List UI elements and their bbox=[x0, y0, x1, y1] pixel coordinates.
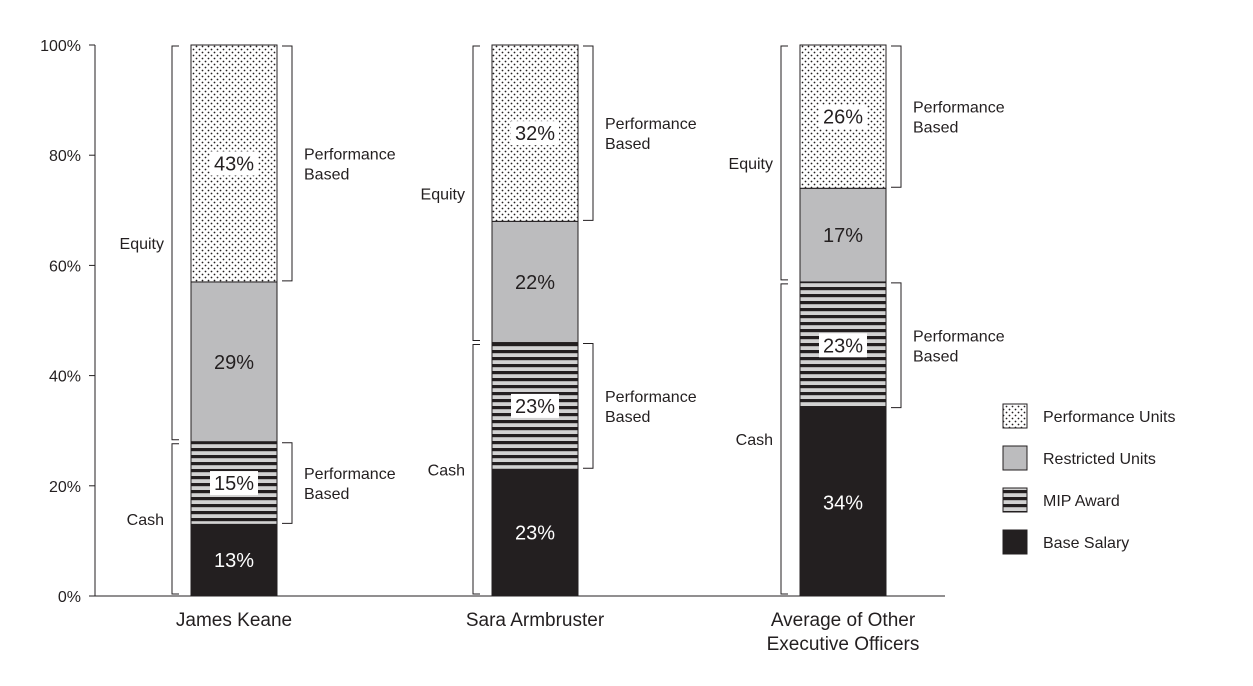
performance-based-label-line: Based bbox=[304, 486, 349, 503]
category-label-line: Average of Other bbox=[771, 610, 916, 631]
cash-label: Cash bbox=[428, 462, 465, 479]
data-label: 23% bbox=[515, 523, 555, 545]
cash-label: Cash bbox=[127, 512, 164, 529]
y-tick-label: 20% bbox=[49, 479, 81, 496]
data-label: 17% bbox=[823, 225, 863, 247]
cash-label: Cash bbox=[736, 432, 773, 449]
legend-label: Base Salary bbox=[1043, 535, 1129, 552]
cash-bracket bbox=[171, 443, 179, 595]
data-label-background bbox=[819, 223, 867, 248]
legend-label: Performance Units bbox=[1043, 409, 1176, 426]
data-label-background bbox=[210, 471, 258, 496]
performance-based-label-line: Based bbox=[605, 136, 650, 153]
data-label: 34% bbox=[823, 492, 863, 514]
equity-label: Equity bbox=[729, 156, 773, 173]
y-tick-label: 100% bbox=[40, 38, 81, 55]
data-label-background bbox=[511, 121, 559, 146]
data-label-background bbox=[511, 393, 559, 418]
cash-bracket bbox=[780, 283, 788, 595]
performance-based-label-line: Performance bbox=[605, 389, 697, 406]
equity-bracket bbox=[171, 45, 179, 441]
data-label-background bbox=[819, 333, 867, 358]
equity-label: Equity bbox=[421, 186, 465, 203]
data-label-background bbox=[819, 104, 867, 129]
legend-label: MIP Award bbox=[1043, 493, 1120, 510]
y-tick-label: 0% bbox=[58, 589, 81, 606]
legend-swatch-performance-units bbox=[1002, 403, 1028, 429]
category-label: Sara Armbruster bbox=[466, 610, 605, 631]
performance-based-label-line: Performance bbox=[304, 466, 396, 483]
legend-swatch-mip-award bbox=[1002, 487, 1028, 513]
category-labels: James Keane Sara Armbruster Average of Oth… bbox=[176, 610, 919, 655]
performance-based-bracket bbox=[891, 45, 902, 188]
performance-based-bracket bbox=[583, 343, 594, 469]
category-label-line: Executive Officers bbox=[767, 634, 920, 655]
cash-bracket bbox=[472, 344, 480, 595]
data-label: 15% bbox=[214, 473, 254, 495]
performance-based-label: Performance Based bbox=[913, 328, 1005, 365]
performance-based-label: Performance Based bbox=[304, 466, 396, 503]
legend-swatch-base-salary bbox=[1002, 529, 1028, 555]
data-label: 32% bbox=[515, 123, 555, 145]
performance-based-label: Performance Based bbox=[605, 116, 697, 153]
performance-based-label-line: Based bbox=[304, 166, 349, 183]
performance-based-label: Performance Based bbox=[913, 100, 1005, 137]
performance-based-label-line: Based bbox=[913, 120, 958, 137]
category-label: Average of Other Executive Officers bbox=[767, 610, 920, 655]
y-tick-label: 60% bbox=[49, 258, 81, 275]
category-label-line: Sara Armbruster bbox=[466, 610, 605, 631]
performance-based-bracket bbox=[583, 45, 594, 221]
legend-swatch-restricted-units bbox=[1002, 445, 1028, 471]
performance-based-label: Performance Based bbox=[605, 389, 697, 426]
performance-based-label-line: Based bbox=[913, 348, 958, 365]
data-label-background bbox=[511, 269, 559, 294]
data-label: 23% bbox=[823, 335, 863, 357]
data-label: 13% bbox=[214, 550, 254, 572]
category-label: James Keane bbox=[176, 610, 292, 631]
performance-based-label-line: Performance bbox=[913, 100, 1005, 117]
performance-based-bracket bbox=[891, 282, 902, 409]
data-label: 23% bbox=[515, 396, 555, 418]
data-label: 22% bbox=[515, 272, 555, 294]
data-label: 29% bbox=[214, 352, 254, 374]
performance-based-bracket bbox=[282, 45, 293, 282]
performance-based-label: Performance Based bbox=[304, 146, 396, 183]
data-label-background bbox=[210, 349, 258, 374]
legend: Performance Units Restricted Units MIP Awa… bbox=[1002, 403, 1176, 555]
data-label: 26% bbox=[823, 107, 863, 129]
performance-based-bracket bbox=[282, 442, 293, 524]
y-tick-label: 80% bbox=[49, 148, 81, 165]
performance-based-label-line: Performance bbox=[605, 116, 697, 133]
y-tick-label: 40% bbox=[49, 369, 81, 386]
performance-based-label-line: Based bbox=[605, 409, 650, 426]
data-label: 43% bbox=[214, 153, 254, 175]
category-label-line: James Keane bbox=[176, 610, 292, 631]
performance-based-label-line: Performance bbox=[913, 328, 1005, 345]
group-brackets: Cash Equity Performance Based Performance Bas… bbox=[120, 45, 1005, 595]
equity-bracket bbox=[472, 45, 480, 342]
bars: 13% 15% 29% 43% 23% 23% 22% 32% 34% 23% 17% 26% bbox=[190, 44, 887, 597]
data-label-background bbox=[210, 151, 258, 176]
equity-label: Equity bbox=[120, 236, 164, 253]
legend-label: Restricted Units bbox=[1043, 451, 1156, 468]
equity-bracket bbox=[780, 45, 788, 281]
bar-segment-base-salary bbox=[491, 468, 579, 597]
performance-based-label-line: Performance bbox=[304, 146, 396, 163]
